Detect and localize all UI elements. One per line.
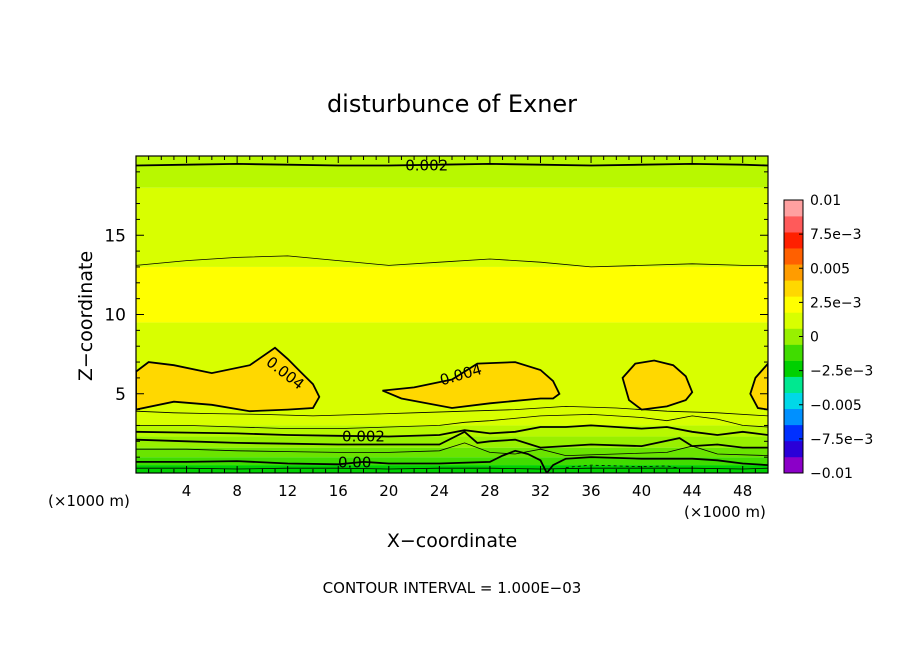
contour-region-0.004 — [749, 362, 768, 411]
colorbar-segment — [784, 200, 803, 217]
contour-line-0.0035 — [136, 405, 768, 417]
colorbar-ticks: 0.01 7.5e−3 0.005 2.5e−3 0 −2.5e−3 −0.005 −7.5e… — [799, 193, 873, 482]
contour-line-0.0005 — [136, 449, 768, 473]
fill-band — [136, 187, 768, 267]
fill-band — [136, 447, 768, 458]
colorbar-segment — [784, 440, 803, 458]
colorbar-segment — [784, 232, 803, 249]
x-tick-label: 12 — [278, 482, 297, 500]
x-tick-label: 24 — [430, 482, 449, 500]
contour-lines — [136, 162, 768, 473]
colorbar-tick-label: −0.01 — [810, 466, 853, 482]
colorbar — [783, 199, 804, 474]
x-tick-label: 4 — [182, 482, 192, 500]
colorbar-segment — [784, 376, 803, 394]
fill-band — [136, 457, 768, 466]
colorbar-tick-label: 0.005 — [810, 261, 850, 277]
contour-region-0.004 — [136, 346, 321, 413]
x-tick-label: 48 — [733, 482, 752, 500]
contour-region-0.004 — [621, 359, 694, 411]
y-tick-label: 10 — [104, 306, 126, 326]
x-tick-label: 40 — [632, 482, 651, 500]
x-axis-label: X−coordinate — [387, 530, 517, 552]
x-unit-right: (×1000 m) — [684, 503, 766, 521]
colorbar-segment — [784, 280, 803, 297]
fill-band — [136, 425, 768, 437]
contour-region-0.004 — [382, 361, 561, 409]
contour-label: 0.002 — [405, 157, 448, 175]
chart-title: disturbunce of Exner — [327, 90, 577, 118]
x-unit-left: (×1000 m) — [48, 492, 130, 510]
contour-line-negative — [565, 464, 680, 469]
colorbar-segment — [784, 328, 803, 345]
fill-bands — [136, 156, 768, 473]
colorbar-tick-label: −7.5e−3 — [810, 432, 873, 448]
x-tick-label: 36 — [581, 482, 600, 500]
colorbar-segment — [784, 392, 803, 410]
fill-band — [136, 436, 768, 448]
colorbar-tick-label: 0 — [810, 330, 819, 346]
y-axis-ticks: 5 10 15 — [104, 171, 768, 458]
colorbar-segment — [784, 344, 803, 361]
y-tick-label: 15 — [104, 226, 126, 246]
colorbar-tick-label: −0.005 — [810, 398, 862, 414]
colorbar-segment — [784, 424, 803, 442]
colorbar-tick-label: −2.5e−3 — [810, 364, 873, 380]
contour-line-0 — [136, 467, 768, 470]
colorbar-segment — [784, 456, 803, 474]
x-tick-label: 32 — [531, 482, 550, 500]
contour-line-0.003 — [136, 255, 768, 268]
colorbar-segment — [784, 360, 803, 377]
contour-line-0.0025 — [136, 424, 768, 438]
x-tick-label: 28 — [480, 482, 499, 500]
y-axis-label: Z−coordinate — [75, 251, 97, 381]
contour-line-0.002 — [136, 162, 768, 167]
colorbar-segment — [784, 216, 803, 233]
x-tick-label: 8 — [232, 482, 242, 500]
fill-band — [136, 266, 768, 323]
colorbar-segment — [784, 312, 803, 329]
colorbar-tick-label: 2.5e−3 — [810, 295, 862, 311]
contour-label: 0.002 — [342, 428, 385, 446]
high-regions — [136, 346, 768, 413]
y-tick-label: 5 — [115, 385, 126, 405]
colorbar-tick-label: 0.01 — [810, 193, 841, 209]
x-axis-ticks: 4 8 12 16 20 24 28 32 36 40 44 48 — [148, 156, 756, 500]
x-tick-label: 20 — [379, 482, 398, 500]
colorbar-segment — [784, 296, 803, 313]
x-tick-label: 16 — [329, 482, 348, 500]
contour-line-0.0015 — [136, 442, 768, 457]
fill-band — [136, 156, 768, 188]
contour-interval-note: CONTOUR INTERVAL = 1.000E−03 — [323, 579, 582, 597]
contour-label: 0.00 — [338, 454, 371, 472]
colorbar-segment — [784, 264, 803, 281]
contour-line-0.003 — [136, 413, 768, 429]
colorbar-segment — [784, 248, 803, 265]
colorbar-tick-label: 7.5e−3 — [810, 227, 862, 243]
colorbar-segment — [784, 408, 803, 426]
x-tick-label: 44 — [683, 482, 702, 500]
